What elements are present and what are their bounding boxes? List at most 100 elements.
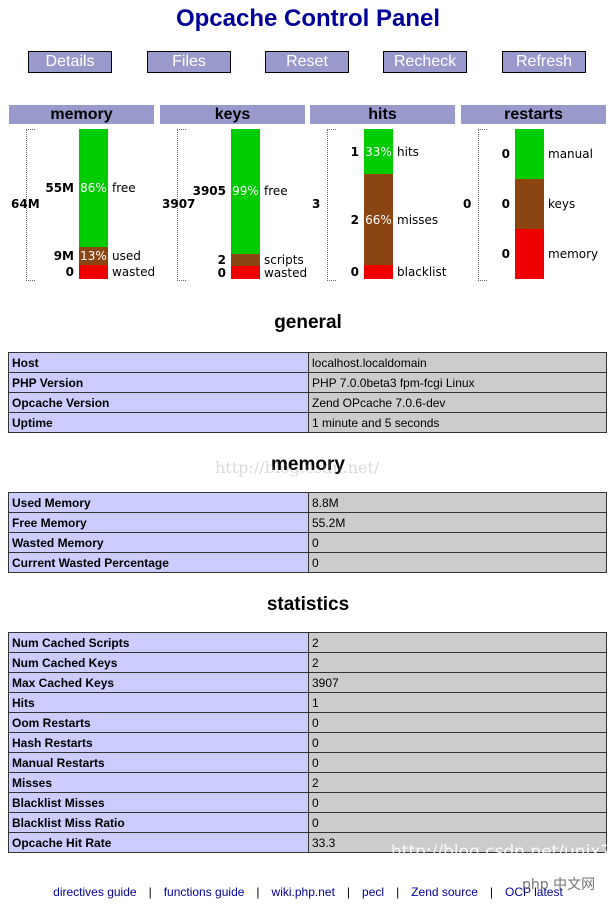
segment-label: wasted [112, 265, 156, 280]
table-value: 55.2M [308, 512, 607, 533]
segment-count: 9M [53, 249, 74, 264]
separator: | [396, 885, 400, 899]
table-row: Oom Restarts 0 [8, 712, 607, 733]
segment-count: 0 [501, 247, 510, 261]
bracket [26, 129, 35, 281]
nav-button[interactable]: Files [147, 51, 231, 73]
segment-percent: 86% [80, 181, 107, 196]
segment-label: keys [548, 197, 576, 211]
segment-percent: 33% [365, 144, 392, 159]
table-row: Blacklist Miss Ratio 0 [8, 812, 607, 833]
segment-count: 2 [350, 212, 359, 227]
table-key: Max Cached Keys [8, 672, 309, 693]
bracket [177, 129, 186, 281]
bar-segment [515, 129, 544, 179]
section-title: memory [271, 454, 345, 475]
table-row: Free Memory 55.2M [8, 512, 607, 533]
bar-segment [515, 229, 544, 279]
table-key: Current Wasted Percentage [8, 552, 309, 573]
table-row: Current Wasted Percentage 0 [8, 552, 607, 573]
bracket [327, 129, 336, 281]
table-value: 0 [308, 752, 607, 773]
segment-label: scripts [264, 253, 304, 268]
bar-segment [364, 129, 393, 175]
segment-percent: 99% [232, 184, 259, 199]
nav-button[interactable]: Recheck [383, 51, 467, 73]
table-key: Num Cached Keys [8, 652, 309, 673]
table-value: 1 minute and 5 seconds [308, 412, 607, 433]
table-key: Hash Restarts [8, 732, 309, 753]
table-row: Uptime 1 minute and 5 seconds [8, 412, 607, 433]
bar-segment [79, 129, 108, 248]
table-value: 0 [308, 712, 607, 733]
table-row: PHP Version PHP 7.0.0beta3 fpm-fcgi Linux [8, 372, 607, 393]
table-key: Num Cached Scripts [8, 632, 309, 653]
footer-link[interactable]: directives guide [53, 885, 137, 899]
segment-label: used [112, 249, 141, 264]
separator: | [489, 885, 494, 899]
table-key: PHP Version [8, 372, 309, 393]
footer-link[interactable]: functions guide [163, 885, 245, 899]
table-value: 0 [308, 812, 607, 833]
table-key: Hits [8, 692, 309, 713]
segment-count: 55M [45, 181, 74, 196]
table-value: localhost.localdomain [308, 352, 607, 373]
segment-label: wasted [264, 265, 308, 280]
nav-button[interactable]: Details [28, 51, 112, 73]
footer-link[interactable]: wiki.php.net [271, 885, 335, 899]
table-key: Free Memory [8, 512, 309, 533]
footer-link[interactable]: pecl [362, 885, 385, 899]
segment-label: free [264, 184, 288, 199]
nav-button[interactable]: Refresh [502, 51, 586, 73]
info-table: Host localhost.localdomain PHP Version PHP … [8, 352, 607, 433]
footer-link[interactable]: Zend source [411, 885, 478, 899]
bar-segment [364, 174, 393, 266]
bar-segment [231, 266, 260, 279]
bar-segment [231, 253, 260, 267]
segment-count: 2 [217, 253, 226, 268]
table-key: Opcache Version [8, 392, 309, 413]
table-row: Blacklist Misses 0 [8, 792, 607, 813]
footer: directives guide | functions guide | wiki.ph… [0, 885, 616, 899]
bar-segment [364, 265, 393, 279]
section-title: statistics [266, 594, 350, 615]
table-value: 0 [308, 732, 607, 753]
graph-title: restarts [461, 105, 606, 124]
segment-label: blacklist [397, 265, 447, 280]
section-title: general [274, 312, 342, 333]
graph-title: memory [9, 105, 154, 124]
segment-label: manual [548, 147, 593, 161]
watermark: http://blog.csdn.net/unix21 [391, 842, 616, 862]
segment-label: memory [548, 247, 599, 261]
graph-total: 3907 [162, 197, 196, 211]
table-value: 0 [308, 532, 607, 553]
nav-button[interactable]: Reset [265, 51, 349, 73]
info-table: Num Cached Scripts 2 Num Cached Keys 2 Max C… [8, 632, 607, 853]
bar-segment [231, 129, 260, 254]
table-value: PHP 7.0.0beta3 fpm-fcgi Linux [308, 372, 607, 393]
segment-count: 3905 [192, 184, 226, 199]
table-row: Hash Restarts 0 [8, 732, 607, 753]
watermark: php 中文网 [522, 877, 596, 893]
table-key: Oom Restarts [8, 712, 309, 733]
graph-total: 64M [11, 197, 40, 211]
graph-total: 3 [312, 197, 321, 211]
separator: | [346, 885, 351, 899]
table-key: Manual Restarts [8, 752, 309, 773]
table-row: Num Cached Scripts 2 [8, 632, 607, 653]
bar-segment [79, 265, 108, 279]
footer-link[interactable]: OCP latest [505, 885, 563, 899]
table-value: 2 [308, 632, 607, 653]
table-value: 8.8M [308, 492, 607, 513]
segment-percent: 66% [365, 212, 392, 227]
table-key: Wasted Memory [8, 532, 309, 553]
table-row: Host localhost.localdomain [8, 352, 607, 373]
table-key: Host [8, 352, 309, 373]
table-row: Manual Restarts 0 [8, 752, 607, 773]
table-row: Wasted Memory 0 [8, 532, 607, 553]
segment-label: misses [397, 212, 439, 227]
table-value: 0 [308, 552, 607, 573]
segment-label: hits [397, 144, 419, 159]
